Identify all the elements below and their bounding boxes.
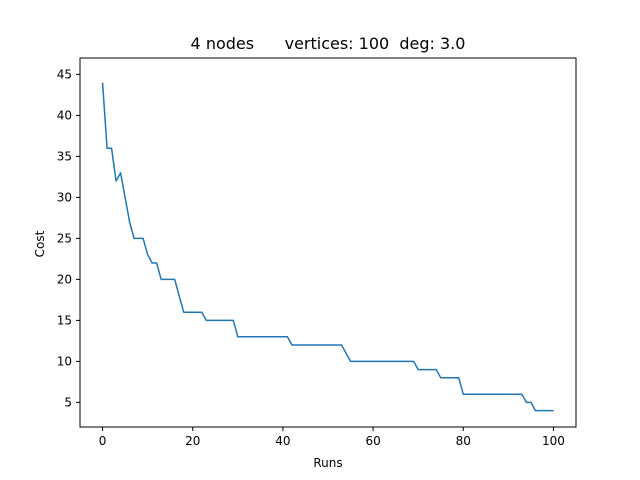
y-tick-label: 40 [57, 108, 72, 122]
y-axis-label: Cost [33, 230, 47, 257]
x-tick-label: 100 [542, 434, 565, 448]
x-axis: 0 20 40 60 80 100 [99, 427, 565, 448]
chart-title: 4 nodes vertices: 100 deg: 3.0 [191, 34, 466, 53]
plot-area [101, 82, 554, 412]
y-tick-label: 35 [57, 149, 72, 163]
series-line-0 [101, 82, 554, 412]
y-tick-label: 10 [57, 354, 72, 368]
y-tick-label: 15 [57, 313, 72, 327]
y-tick-label: 45 [57, 67, 72, 81]
x-tick-label: 80 [456, 434, 471, 448]
x-axis-label: Runs [313, 456, 342, 470]
y-axis: 5 10 15 20 25 30 35 40 45 [57, 67, 80, 409]
x-tick-label: 60 [365, 434, 380, 448]
plot-frame [79, 57, 577, 428]
y-tick-label: 5 [64, 395, 72, 409]
y-tick-label: 30 [57, 190, 72, 204]
x-tick-label: 20 [185, 434, 200, 448]
y-tick-label: 20 [57, 272, 72, 286]
x-tick-label: 40 [275, 434, 290, 448]
y-tick-label: 25 [57, 231, 72, 245]
x-tick-label: 0 [99, 434, 107, 448]
